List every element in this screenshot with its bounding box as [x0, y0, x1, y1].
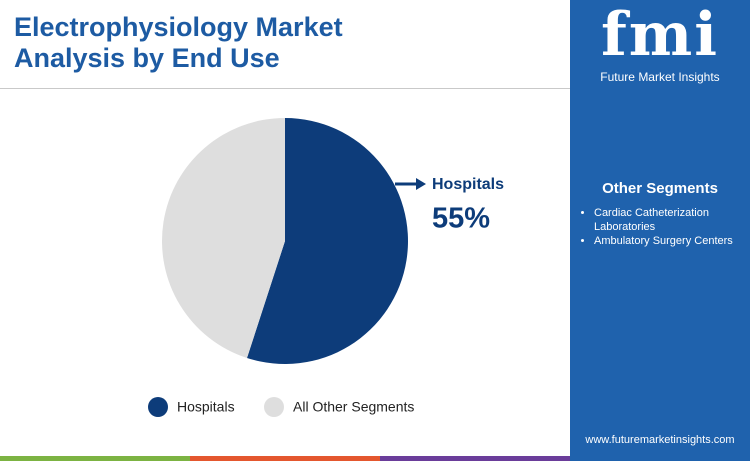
legend-label: Hospitals: [177, 399, 235, 415]
annotation-label: Hospitals: [432, 176, 504, 193]
pie-slice: [162, 118, 285, 358]
legend-label: All Other Segments: [293, 399, 414, 415]
chart: Hospitals 55% Hospitals All Other Segments: [148, 118, 504, 417]
divider: [0, 88, 570, 89]
sidebar-item: Cardiac Catheterization Laboratories: [594, 206, 750, 234]
sidebar-heading: Other Segments: [602, 180, 718, 197]
sidebar-list: Cardiac Catheterization LaboratoriesAmbu…: [578, 206, 750, 248]
pie-slice: [246, 118, 409, 365]
value-label: 55%: [432, 203, 490, 235]
sidebar: fmi Future Market Insights Other Segment…: [570, 0, 750, 461]
brand-name: Future Market Insights: [600, 70, 720, 84]
legend-swatch: [264, 397, 284, 417]
annotation-arrowhead: [416, 178, 426, 190]
logo: fmi: [600, 0, 720, 70]
color-stripe: [0, 456, 570, 461]
sidebar-item: Ambulatory Surgery Centers: [594, 234, 750, 248]
chart-title: Electrophysiology Market Analysis by End…: [14, 12, 343, 73]
legend-swatch: [148, 397, 168, 417]
website: www.futuremarketinsights.com: [585, 434, 735, 446]
